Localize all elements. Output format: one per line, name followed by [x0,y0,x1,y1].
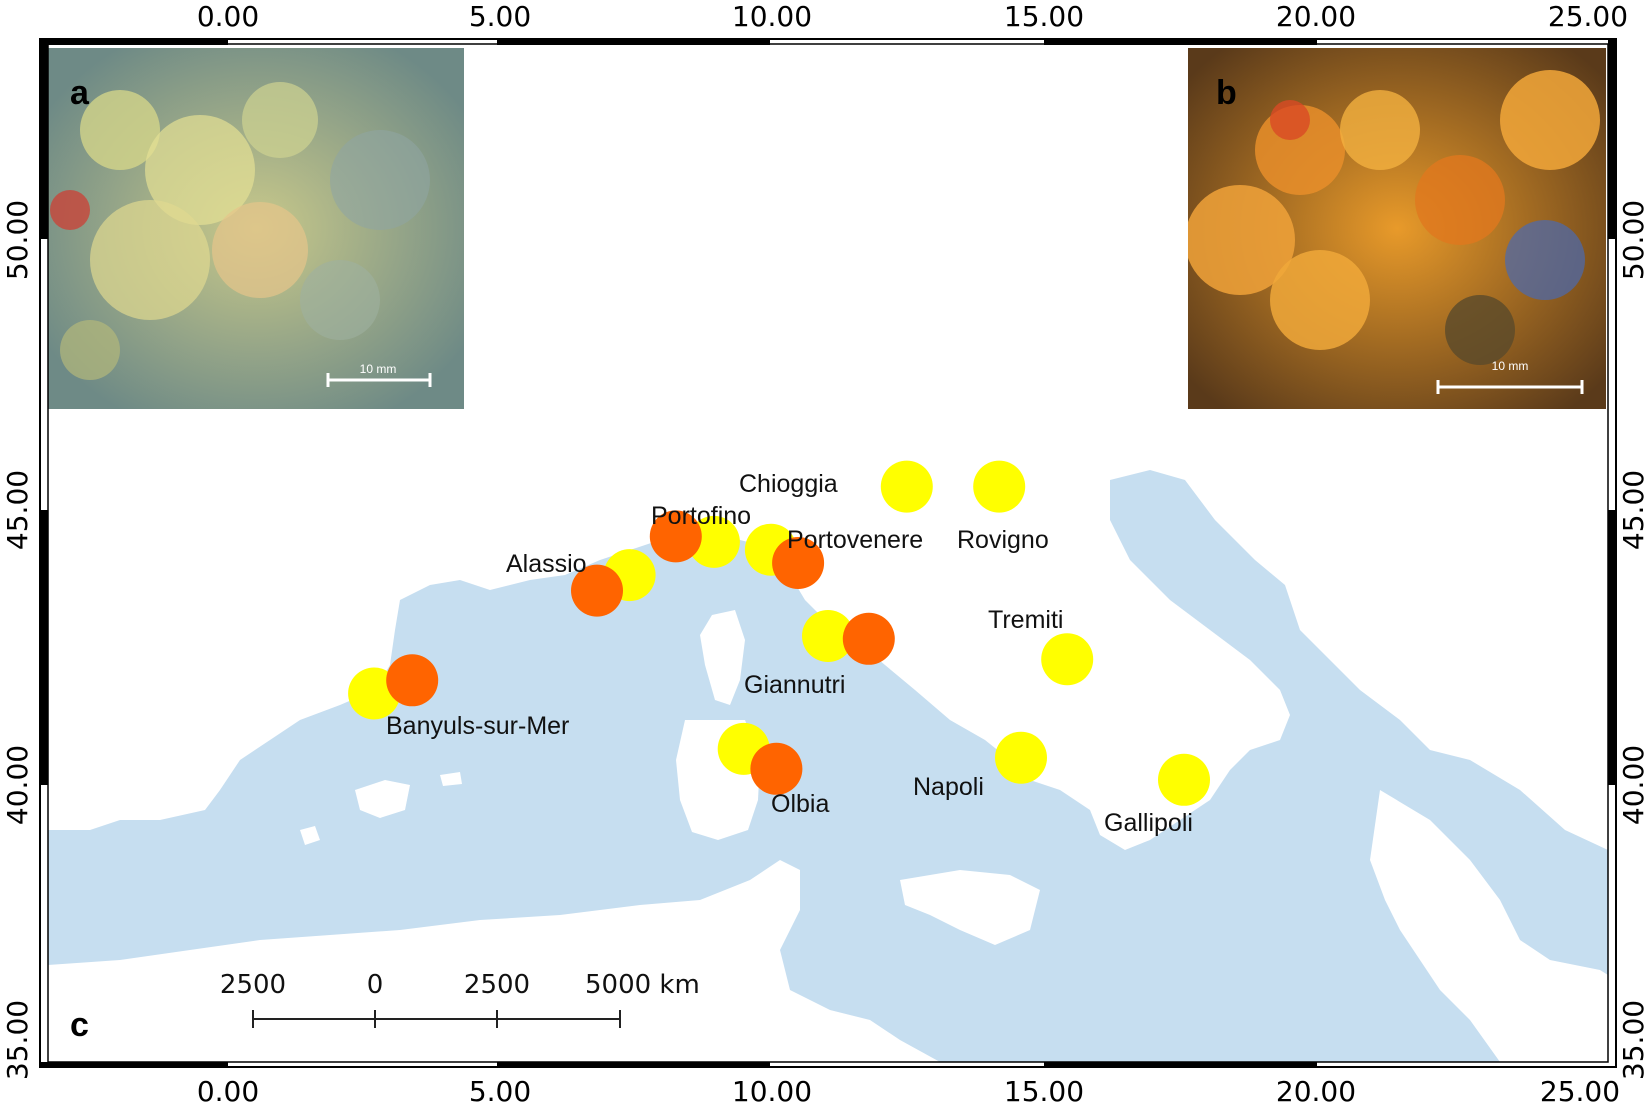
site-label-chioggia: Chioggia [739,470,838,498]
land-sicily [900,870,1040,945]
land-ibiza [300,826,320,845]
y-tick-right: 50.00 [1617,200,1650,280]
x-tick-bottom: 10.00 [732,1075,812,1108]
x-axis-bottom: 0.00 5.00 10.00 15.00 20.00 25.00 [197,1075,1620,1108]
land-minorca [440,772,462,786]
y-tick-right: 35.00 [1617,1000,1650,1080]
site-label-portofino: Portofino [651,502,751,530]
x-tick-bottom: 25.00 [1540,1075,1620,1108]
site-marker-orange [571,564,623,617]
panel-letter-c: c [70,1006,89,1044]
svg-text:10 mm: 10 mm [360,362,397,376]
land-africa [48,860,940,1062]
x-tick-top: 5.00 [469,0,531,33]
x-tick-top: 25.00 [1548,0,1628,33]
svg-text:10 mm: 10 mm [1492,359,1529,373]
site-label-gallipoli: Gallipoli [1104,809,1193,837]
x-tick-top: 0.00 [197,0,259,33]
site-marker-yellow [1158,753,1210,806]
panel-letter-a: a [70,74,90,112]
site-marker-yellow [687,515,740,568]
scale-label-1: 0 [367,970,384,1000]
site-label-tremiti: Tremiti [988,606,1063,634]
site-marker-orange [649,510,702,563]
site-label-napoli: Napoli [913,773,984,801]
x-tick-bottom: 5.00 [469,1075,531,1108]
scale-label-3: 5000 km [585,970,700,1000]
x-axis-top: 0.00 5.00 10.00 15.00 20.00 25.00 [197,0,1628,33]
coral-polyps-a [50,82,430,380]
land-corsica [700,610,745,705]
site-marker-yellow [802,610,854,662]
y-axis-right: 50.00 45.00 40.00 35.00 [1617,200,1650,1080]
scale-label-2: 2500 [464,970,530,1000]
y-tick-left: 40.00 [1,745,34,825]
photo-panel-b: b 10 mm [1188,48,1606,409]
coral-polyps-b [1188,70,1600,365]
y-tick-left: 45.00 [1,470,34,550]
land-greece [1370,790,1608,1062]
x-tick-top: 15.00 [1004,0,1084,33]
land-crete [1560,1035,1608,1055]
panel-letter-b: b [1216,74,1237,112]
y-tick-right: 40.00 [1617,745,1650,825]
site-label-portovenere: Portovenere [787,526,923,554]
photo-panel-a: a 10 mm [48,48,464,409]
site-marker-yellow [995,731,1047,784]
y-axis-left: 50.00 45.00 40.00 35.00 [1,200,34,1080]
y-tick-left: 50.00 [1,200,34,280]
site-label-rovigno: Rovigno [957,526,1049,554]
x-tick-top: 20.00 [1276,0,1356,33]
photo-scale-b: 10 mm [1436,359,1584,394]
site-label-giannutri: Giannutri [744,671,845,699]
x-tick-top: 10.00 [732,0,812,33]
y-tick-left: 35.00 [1,1000,34,1080]
site-label-olbia: Olbia [771,790,829,818]
scale-label-0: 2500 [220,970,286,1000]
map-frame [39,38,1617,1068]
site-label-banyuls: Banyuls-sur-Mer [386,712,569,740]
site-marker-yellow [880,460,933,513]
x-tick-bottom: 20.00 [1276,1075,1356,1108]
y-tick-right: 45.00 [1617,470,1650,550]
site-marker-orange [750,742,803,795]
site-marker-yellow [973,460,1026,513]
site-marker-orange [842,612,895,665]
site-labels: Banyuls-sur-Mer Alassio Portofino Portov… [386,470,1193,837]
land-mallorca [355,780,410,818]
site-marker-yellow [1041,633,1094,686]
x-tick-bottom: 0.00 [197,1075,259,1108]
site-marker-orange [772,537,825,589]
photo-scale-a: 10 mm [326,362,432,387]
map-scale-bar: 2500 0 2500 5000 km [220,970,700,1028]
x-tick-bottom: 15.00 [1004,1075,1084,1108]
site-marker-orange [386,654,439,707]
site-label-alassio: Alassio [506,550,587,578]
site-markers [348,460,1210,806]
